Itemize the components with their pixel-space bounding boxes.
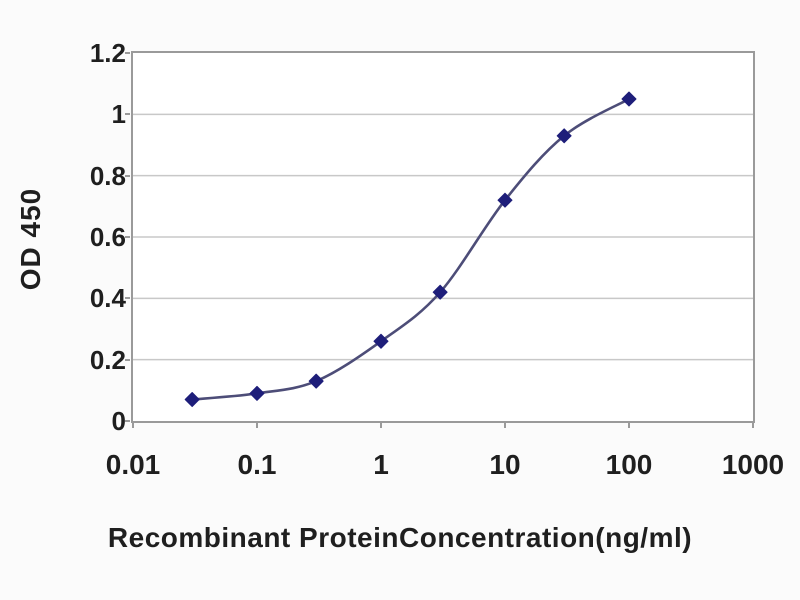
y-tick-label: 1.2 bbox=[89, 38, 126, 68]
x-tick-label: 1000 bbox=[721, 449, 785, 480]
x-tick-mark bbox=[132, 423, 134, 428]
y-tick-label: 0 bbox=[111, 406, 126, 436]
plot-area bbox=[131, 51, 755, 423]
data-point-marker bbox=[373, 333, 389, 349]
x-tick-mark bbox=[256, 423, 258, 428]
x-axis-title: Recombinant ProteinConcentration(ng/ml) bbox=[107, 522, 693, 553]
y-axis-title: OD 450 bbox=[15, 187, 46, 291]
x-tick-mark bbox=[628, 423, 630, 428]
y-tick-mark bbox=[125, 297, 130, 300]
x-tick-label: 100 bbox=[605, 449, 653, 480]
data-point-marker bbox=[249, 385, 265, 401]
y-tick-label: 0.8 bbox=[89, 160, 126, 191]
x-tick-mark bbox=[752, 423, 754, 428]
y-tick-mark bbox=[125, 174, 130, 177]
y-tick-mark bbox=[125, 358, 130, 361]
y-tick-mark bbox=[125, 52, 130, 54]
x-tick-label: 10 bbox=[489, 449, 521, 480]
data-point-marker bbox=[621, 91, 637, 107]
x-tick-mark bbox=[504, 423, 506, 428]
data-point-marker bbox=[432, 284, 448, 300]
curve-plot-svg bbox=[133, 91, 753, 408]
x-tick-label: 0.01 bbox=[105, 449, 161, 480]
x-tick-label: 0.1 bbox=[237, 449, 277, 480]
x-tick-label: 1 bbox=[373, 449, 389, 480]
data-point-marker bbox=[556, 128, 572, 144]
y-tick-mark bbox=[125, 236, 130, 238]
y-tick-label: 0.6 bbox=[89, 222, 126, 252]
y-tick-mark bbox=[125, 420, 130, 422]
y-tick-label: 0.4 bbox=[89, 283, 126, 314]
data-point-marker bbox=[497, 192, 513, 208]
series-line bbox=[190, 97, 631, 401]
y-tick-mark bbox=[125, 113, 130, 116]
y-tick-label: 1 bbox=[111, 99, 126, 130]
data-point-marker bbox=[308, 373, 324, 389]
data-point-marker bbox=[184, 392, 200, 408]
y-tick-label: 0.2 bbox=[89, 344, 126, 375]
x-tick-mark bbox=[380, 423, 382, 428]
